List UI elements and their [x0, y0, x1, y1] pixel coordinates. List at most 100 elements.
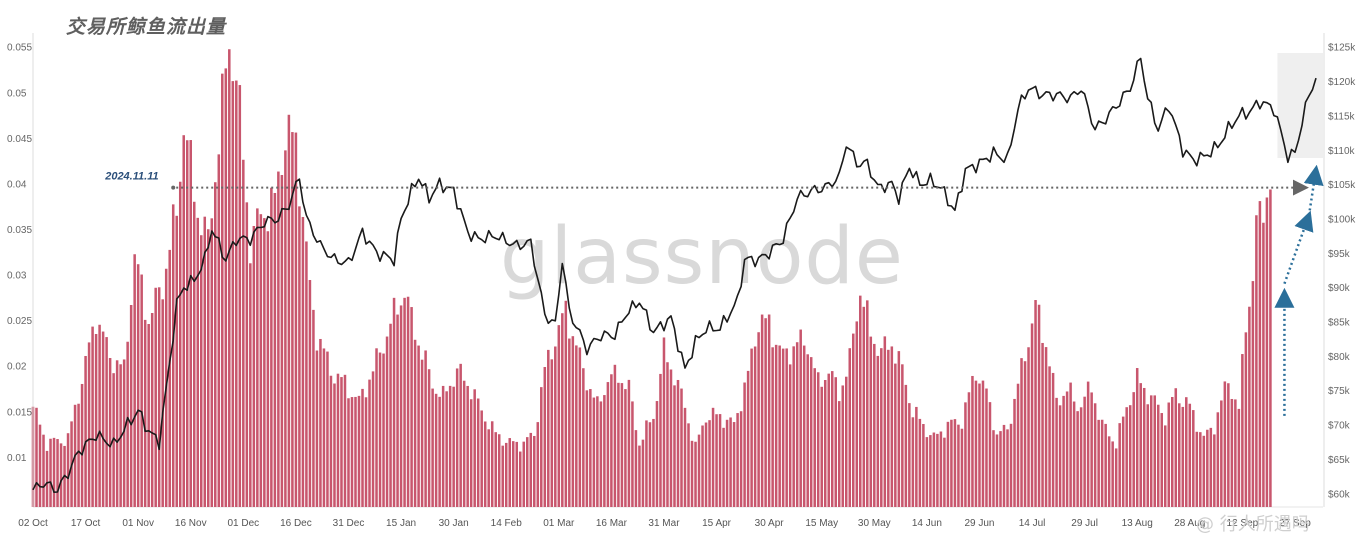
- left-tick-label: 0.035: [7, 225, 32, 236]
- outflow-bar: [652, 418, 655, 507]
- outflow-bar: [1076, 411, 1079, 507]
- outflow-bar: [631, 401, 634, 507]
- outflow-bar: [985, 388, 988, 507]
- outflow-bar: [347, 398, 350, 507]
- outflow-bar: [764, 318, 767, 507]
- outflow-bar: [795, 342, 799, 507]
- outflow-bar: [887, 349, 890, 507]
- outflow-bar: [1174, 388, 1178, 507]
- outflow-bar: [221, 73, 224, 507]
- outflow-bar: [1156, 404, 1160, 507]
- x-tick-label: 14 Feb: [491, 518, 523, 529]
- outflow-bar: [1079, 407, 1083, 507]
- outflow-bar: [371, 371, 375, 507]
- outflow-bar: [238, 85, 242, 508]
- outflow-bar: [669, 369, 673, 507]
- x-tick-label: 28 Aug: [1174, 518, 1205, 529]
- outflow-bar: [830, 371, 834, 507]
- outflow-bar: [161, 299, 164, 507]
- outflow-bar: [1027, 347, 1030, 507]
- outflow-bar: [866, 300, 869, 507]
- outflow-bar: [466, 385, 469, 507]
- outflow-bar: [564, 300, 568, 507]
- outflow-bar: [1125, 407, 1128, 507]
- outflow-bar: [638, 445, 641, 507]
- outflow-bar: [291, 132, 294, 507]
- outflow-bar: [1072, 401, 1076, 507]
- outflow-bar: [943, 437, 946, 507]
- x-tick-label: 29 Jun: [964, 518, 994, 529]
- outflow-bar: [697, 434, 701, 507]
- outflow-bar: [999, 431, 1002, 507]
- outflow-bar: [214, 182, 217, 507]
- outflow-bar: [469, 399, 473, 507]
- right-tick-label: $120k: [1328, 77, 1356, 88]
- outflow-bar: [476, 398, 480, 507]
- outflow-bar: [382, 353, 385, 507]
- outflow-bar: [399, 305, 403, 507]
- right-tick-label: $125k: [1328, 43, 1356, 54]
- outflow-bar: [1051, 372, 1055, 507]
- outflow-bar: [701, 425, 704, 507]
- outflow-bar: [87, 342, 91, 507]
- outflow-bar: [992, 430, 995, 507]
- outflow-bar: [1199, 432, 1202, 507]
- outflow-bar: [1220, 400, 1223, 507]
- outflow-bar: [781, 348, 785, 507]
- outflow-bar: [508, 438, 511, 507]
- outflow-bar: [178, 181, 182, 508]
- left-tick-label: 0.04: [7, 179, 27, 190]
- outflow-bar: [1216, 412, 1220, 507]
- outflow-bar: [480, 410, 483, 507]
- outflow-bar: [410, 307, 413, 507]
- outflow-bar: [873, 343, 876, 507]
- outflow-bar: [809, 357, 813, 507]
- outflow-bar: [964, 402, 967, 507]
- outflow-bar: [231, 81, 235, 507]
- outflow-bar: [540, 387, 543, 507]
- outflow-bar: [294, 132, 298, 507]
- outflow-bar: [200, 235, 203, 507]
- outflow-bar: [757, 332, 760, 507]
- outflow-bar: [1258, 201, 1262, 507]
- outflow-bar: [1111, 441, 1114, 507]
- x-tick-label: 30 Jan: [439, 518, 469, 529]
- outflow-bar: [1255, 215, 1258, 507]
- right-tick-label: $80k: [1328, 352, 1351, 363]
- x-tick-label: 14 Jul: [1019, 518, 1046, 529]
- outflow-bar: [592, 397, 596, 507]
- outflow-bar: [603, 395, 606, 507]
- outflow-bar: [883, 336, 887, 507]
- outflow-bar: [1146, 404, 1149, 507]
- right-tick-label: $95k: [1328, 249, 1351, 260]
- outflow-bar: [438, 396, 441, 507]
- outflow-bar: [1016, 383, 1020, 507]
- outflow-bar: [207, 229, 210, 507]
- outflow-bar: [1237, 408, 1241, 507]
- outflow-bar: [122, 359, 126, 507]
- outflow-bar: [1269, 189, 1272, 508]
- outflow-bar: [80, 383, 84, 507]
- outflow-bar: [1034, 300, 1037, 507]
- outflow-bar: [606, 382, 610, 507]
- outflow-bar: [676, 379, 680, 507]
- outflow-bar: [35, 407, 38, 507]
- outflow-bar: [1195, 431, 1199, 507]
- outflow-bar: [277, 171, 280, 508]
- outflow-bar: [413, 339, 417, 507]
- outflow-bar: [750, 348, 753, 507]
- outflow-bar: [806, 354, 809, 507]
- outflow-bar: [98, 324, 101, 507]
- outflow-bar: [641, 439, 645, 507]
- outflow-bar: [108, 358, 112, 507]
- left-tick-label: 0.01: [7, 453, 27, 464]
- outflow-bar: [694, 441, 697, 507]
- outflow-bar: [154, 287, 157, 507]
- outflow-bar: [217, 154, 221, 508]
- outflow-bar: [1160, 413, 1164, 507]
- outflow-bar: [1153, 395, 1156, 507]
- outflow-bar: [494, 432, 497, 507]
- outflow-bar: [953, 419, 957, 507]
- x-tick-label: 27 Sep: [1279, 518, 1311, 529]
- outflow-bar: [722, 427, 725, 507]
